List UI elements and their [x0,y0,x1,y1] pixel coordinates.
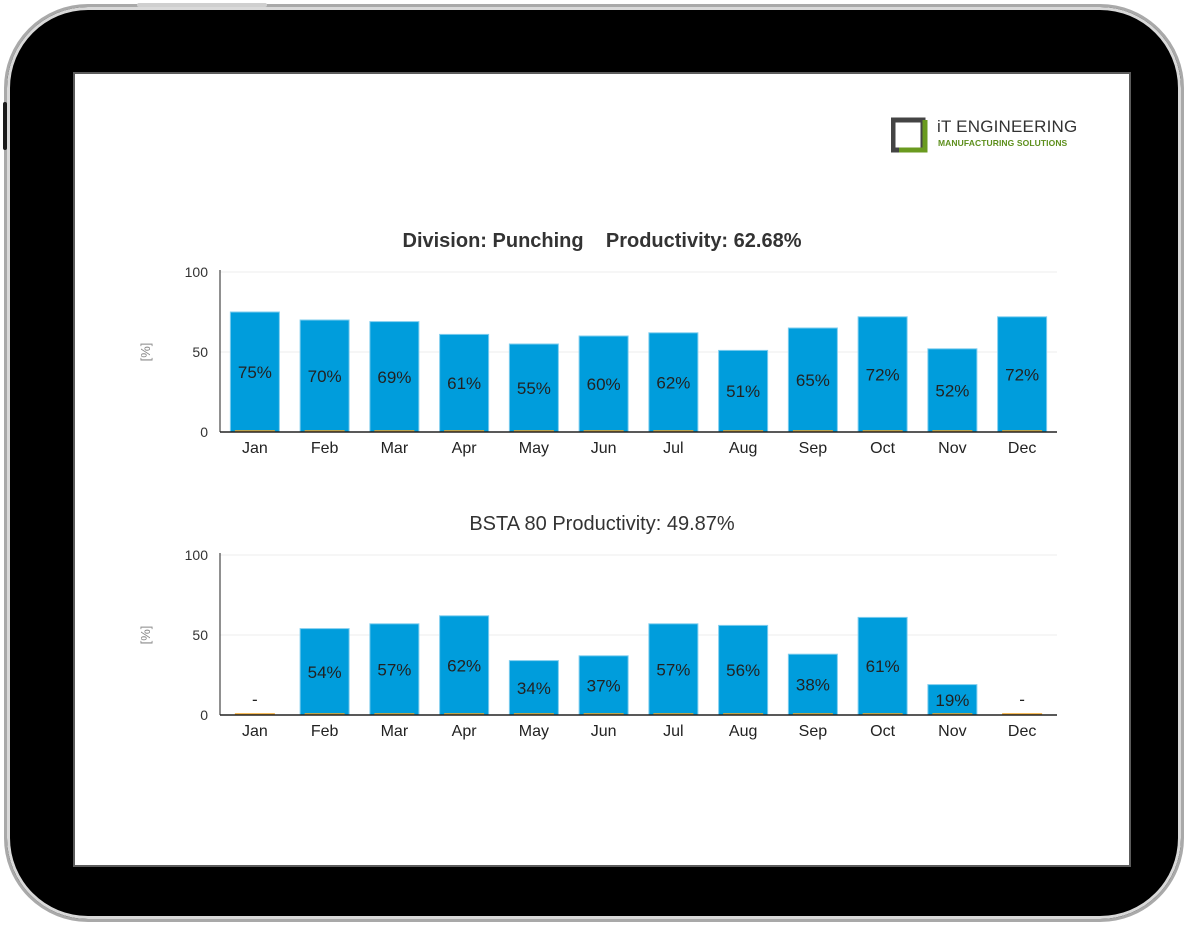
y-axis-label: [%] [138,626,153,645]
data-label: 72% [1005,365,1039,384]
y-axis-label: [%] [138,343,153,362]
bar[interactable] [578,335,629,433]
data-label: 61% [866,657,900,676]
bar[interactable] [857,616,908,716]
x-tick-label: Mar [381,723,409,740]
x-tick-label: Jan [242,723,268,740]
y-tick-label: 100 [185,547,209,563]
tablet-side-button [3,102,7,150]
bar[interactable] [508,343,559,433]
data-label: 57% [377,660,411,679]
x-tick-label: Dec [1008,440,1036,457]
bar[interactable] [857,316,908,433]
data-label: 54% [308,663,342,682]
brand-name: iT ENGINEERING [937,117,1078,136]
x-tick-label: Mar [381,440,409,457]
x-tick-label: Jun [591,723,617,740]
data-label: 19% [935,691,969,710]
bar[interactable] [439,615,490,716]
chart-title: BSTA 80 Productivity: 49.87% [469,513,735,535]
x-tick-label: Jul [663,723,683,740]
y-tick-label: 100 [185,264,209,280]
bar[interactable] [718,349,769,433]
x-tick-label: May [519,440,549,457]
chart-subtitle-productivity: Productivity: 62.68% [605,230,802,252]
data-label: 70% [308,367,342,386]
punching-productivity-chart: Division: Punching Productivity: 62.68% … [75,224,1129,474]
x-tick-label: Nov [938,723,966,740]
x-tick-label: Apr [452,723,478,740]
bar[interactable] [299,628,350,716]
bar[interactable] [299,319,350,433]
bar[interactable] [787,327,838,433]
x-tick-label: Jan [242,440,268,457]
y-tick-label: 0 [200,707,208,723]
y-tick-label: 0 [200,424,208,440]
bar[interactable] [787,653,838,716]
data-label: 51% [726,382,760,401]
data-label: 37% [587,676,621,695]
tablet-frame: iT ENGINEERING MANUFACTURING SOLUTIONS D… [3,3,1184,922]
data-label: 56% [726,661,760,680]
brand-logo: iT ENGINEERING MANUFACTURING SOLUTIONS [891,114,1081,156]
brand-logo-icon [891,117,928,153]
data-label: 62% [447,656,481,675]
bsta80-productivity-chart: BSTA 80 Productivity: 49.87% 0 50 100 [%] - J… [75,507,1129,757]
y-tick-label: 50 [192,627,208,643]
bar[interactable] [648,623,699,716]
x-tick-label: Feb [311,723,339,740]
x-tick-label: Jun [591,440,617,457]
data-label: 61% [447,374,481,393]
y-tick-label: 50 [192,344,208,360]
chart-plot: 0 50 100 [%] - Jan 54% Feb 57% Mar 62% Apr 34% May 37%… [138,547,1057,740]
x-tick-label: Nov [938,440,966,457]
data-label: 38% [796,676,830,695]
x-tick-label: May [519,723,549,740]
bar[interactable] [718,624,769,716]
data-label: 62% [656,373,690,392]
x-tick-label: Aug [729,723,757,740]
x-tick-label: Oct [870,440,895,457]
screen: iT ENGINEERING MANUFACTURING SOLUTIONS D… [73,72,1131,867]
chart-plot: 0 50 100 [%] 75% Jan 70% Feb 69% Mar 61% Apr 55% May 6… [138,264,1057,457]
data-label: 55% [517,379,551,398]
data-label: 52% [935,381,969,400]
x-tick-label: Oct [870,723,895,740]
data-label: - [252,690,258,709]
data-label: 34% [517,679,551,698]
tablet-top-button [137,3,267,7]
data-label: 60% [587,375,621,394]
bar[interactable] [439,333,490,433]
x-tick-label: Sep [799,723,828,740]
bar[interactable] [508,660,559,716]
chart-title-division: Division: Punching [402,230,584,252]
chart-title: Division: Punching Productivity: 62.68% [75,230,1129,253]
data-label: 72% [866,365,900,384]
x-tick-label: Aug [729,440,757,457]
bar[interactable] [927,348,978,433]
data-label: 69% [377,368,411,387]
data-label: 57% [656,660,690,679]
x-tick-label: Sep [799,440,828,457]
data-label: 75% [238,363,272,382]
x-tick-label: Apr [452,440,478,457]
x-tick-label: Dec [1008,723,1036,740]
data-label: - [1019,690,1025,709]
brand-tagline: MANUFACTURING SOLUTIONS [938,138,1068,148]
x-tick-label: Feb [311,440,339,457]
data-label: 65% [796,371,830,390]
x-tick-label: Jul [663,440,683,457]
